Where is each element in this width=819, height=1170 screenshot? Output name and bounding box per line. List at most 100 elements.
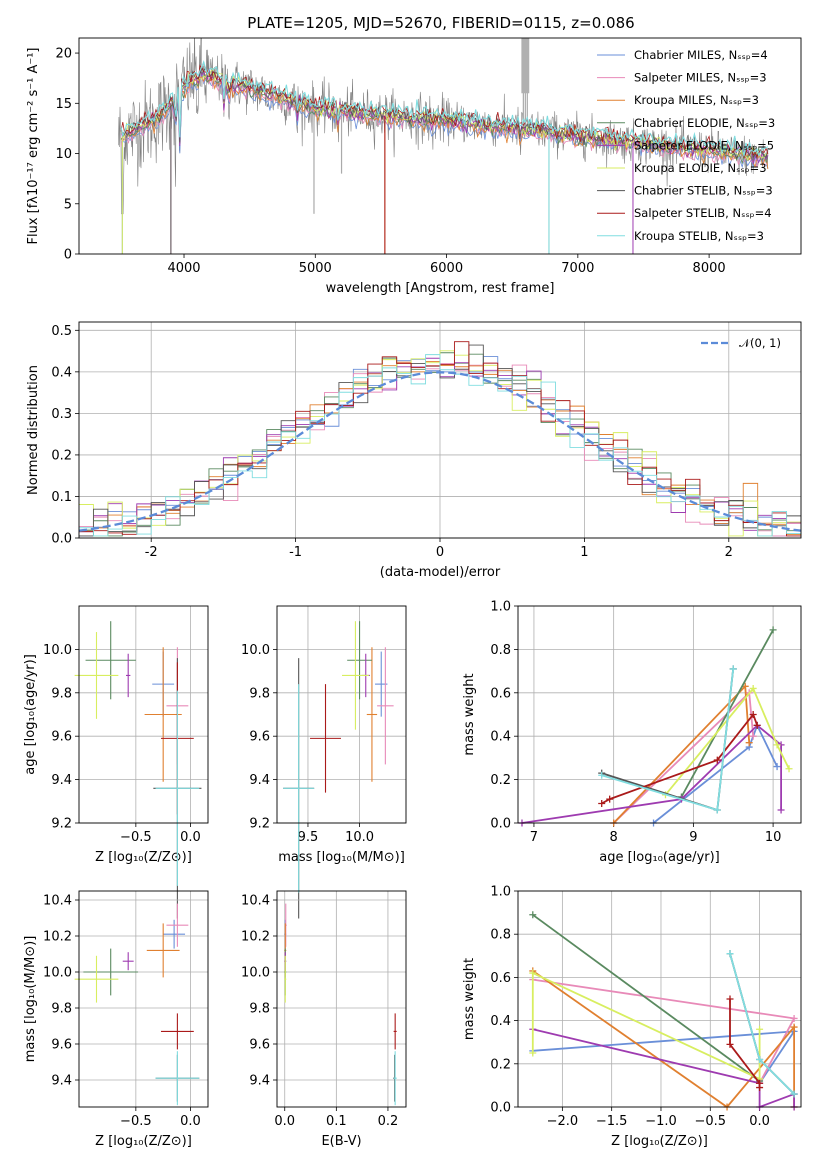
weight-line xyxy=(532,914,761,1082)
legend-label: Salpeter STELIB, Nₛₛₚ=4 xyxy=(634,206,772,220)
x-tick-label: 0.2 xyxy=(378,1114,399,1129)
y-tick-label: 9.6 xyxy=(51,730,72,745)
y-tick-label: 0.8 xyxy=(490,928,511,943)
y-tick-label: 9.8 xyxy=(249,1002,270,1017)
grid-layer xyxy=(79,891,208,1107)
x-tick-label: 8 xyxy=(610,830,618,845)
model-spectrum-line xyxy=(120,76,769,169)
weight-line xyxy=(729,953,795,1095)
y-tick-label: 0.4 xyxy=(490,1014,511,1029)
point-marker xyxy=(713,756,721,764)
grid-layer xyxy=(277,606,406,824)
histogram-step-line xyxy=(79,354,801,537)
errorbars xyxy=(74,903,200,1106)
weight-line xyxy=(521,724,782,824)
y-tick-label: 0.4 xyxy=(51,365,72,380)
weight-line xyxy=(531,971,761,1081)
y-tick-label: 0.1 xyxy=(51,490,72,505)
y-tick-label: 9.6 xyxy=(249,1038,270,1053)
x-tick-label: −2.0 xyxy=(547,1114,579,1129)
spectrum-lines xyxy=(118,38,769,254)
y-tick-label: 9.2 xyxy=(51,817,72,832)
y-tick-label: 9.8 xyxy=(51,686,72,701)
weight-line xyxy=(729,953,795,1095)
y-tick-label: 10.4 xyxy=(241,894,270,909)
weight-line xyxy=(664,686,790,796)
y-tick-label: 10.0 xyxy=(241,643,270,658)
point-marker xyxy=(529,911,537,919)
y-tick-label: 10.2 xyxy=(241,930,270,945)
x-tick-label: -2 xyxy=(145,545,158,560)
x-axis-label: (data-model)/error xyxy=(380,565,501,580)
weight-line xyxy=(613,690,755,824)
point-marker xyxy=(529,969,537,977)
axes-frame xyxy=(276,605,407,824)
y-axis-label: age [log₁₀(age/yr)] xyxy=(23,654,38,775)
histograms xyxy=(79,341,801,537)
legend-label: Kroupa STELIB, Nₛₛₚ=3 xyxy=(634,229,764,243)
y-tick-label: 9.6 xyxy=(249,730,270,745)
x-tick-label: -1 xyxy=(289,545,302,560)
x-tick-label: 0.1 xyxy=(326,1114,347,1129)
weight-line xyxy=(652,723,778,824)
axes-frame xyxy=(517,605,802,824)
x-tick-label: 1 xyxy=(580,545,588,560)
x-tick-label: 8000 xyxy=(693,261,726,276)
y-tick-label: 5 xyxy=(64,197,72,212)
x-tick-label: −0.5 xyxy=(120,1114,152,1129)
axes-frame xyxy=(78,37,802,255)
panel-age-vs-mass: 9.5 10.0 9.2 9.4 9.6 9.8 10.0 mass [log₁₀(M/M⊙)… xyxy=(241,605,407,919)
y-axis-label: mass [log₁₀(M/M⊙)] xyxy=(23,936,38,1063)
point-marker xyxy=(756,1025,764,1033)
y-tick-label: 10.0 xyxy=(43,643,72,658)
y-tick-label: 10 xyxy=(55,147,72,162)
x-tick-label: 6000 xyxy=(430,261,463,276)
x-axis-label: Z [log₁₀(Z/Z⊙)] xyxy=(611,1134,708,1149)
model-spectrum-line xyxy=(120,60,769,157)
x-tick-label: 0.0 xyxy=(274,1114,295,1129)
x-tick-label: 0.0 xyxy=(180,830,201,845)
y-axis-label: mass weight xyxy=(462,673,477,755)
y-tick-label: 10.0 xyxy=(241,966,270,981)
grid-layer xyxy=(79,606,208,824)
panel-spectrum: 4000 5000 6000 7000 8000 0 5 10 15 20 wavelength [… xyxy=(26,37,802,296)
y-tick-label: 9.8 xyxy=(249,686,270,701)
point-marker xyxy=(726,1040,734,1048)
model-spectrum-line xyxy=(120,72,769,168)
x-axis-label: Z [log₁₀(Z/Z⊙)] xyxy=(95,1134,192,1149)
y-tick-label: 0.3 xyxy=(51,407,72,422)
panel-age-vs-z: −0.5 0.0 9.2 9.4 9.6 9.8 10.0 Z [log₁₀(Z/Z⊙)] ag… xyxy=(23,605,209,919)
x-tick-label: 2 xyxy=(725,545,733,560)
sky-residual-block xyxy=(521,38,530,94)
legend-label: Chabrier ELODIE, Nₛₛₚ=3 xyxy=(634,116,775,130)
panel-weight-vs-z: −2.0 −1.5 −1.0 −0.5 0.0 0.0 0.2 0.4 0.6 0.8 1.0 Z [… xyxy=(462,885,802,1149)
y-tick-label: 10.4 xyxy=(43,894,72,909)
y-tick-label: 9.8 xyxy=(51,1002,72,1017)
point-marker xyxy=(598,771,606,779)
legend-label: Chabrier STELIB, Nₛₛₚ=3 xyxy=(634,184,773,198)
legend: Chabrier MILES, Nₛₛₚ=4 Salpeter MILES, Nₛ… xyxy=(597,48,775,243)
axes-frame xyxy=(78,321,802,539)
x-tick-label: 10 xyxy=(765,830,782,845)
y-axis-label: Flux [fλ10⁻¹⁷ erg cm⁻² s⁻¹ A⁻¹] xyxy=(26,48,41,245)
point-marker xyxy=(606,795,614,803)
point-marker xyxy=(749,711,757,718)
point-marker xyxy=(529,1049,537,1057)
x-tick-label: −1.5 xyxy=(596,1114,628,1129)
y-axis-label: mass weight xyxy=(462,958,477,1040)
errorbars xyxy=(284,903,397,1106)
weight-lines xyxy=(518,626,793,827)
x-tick-label: 9.5 xyxy=(298,830,319,845)
grid-layer xyxy=(518,605,801,824)
grid-layer xyxy=(277,891,406,1107)
legend-label: 𝒩(0, 1) xyxy=(739,336,781,350)
y-tick-label: 0.2 xyxy=(490,1057,511,1072)
y-tick-label: 1.0 xyxy=(490,885,511,900)
panel-mass-vs-z: −0.5 0.0 9.4 9.6 9.8 10.0 10.2 10.4 Z [log₁₀(Z/Z… xyxy=(23,890,209,1149)
x-axis-label: mass [log₁₀(M/M⊙)] xyxy=(278,850,405,865)
axes-frame xyxy=(78,605,209,824)
axes-frame xyxy=(517,890,802,1108)
axes-frame xyxy=(78,890,209,1108)
point-marker xyxy=(773,741,781,749)
